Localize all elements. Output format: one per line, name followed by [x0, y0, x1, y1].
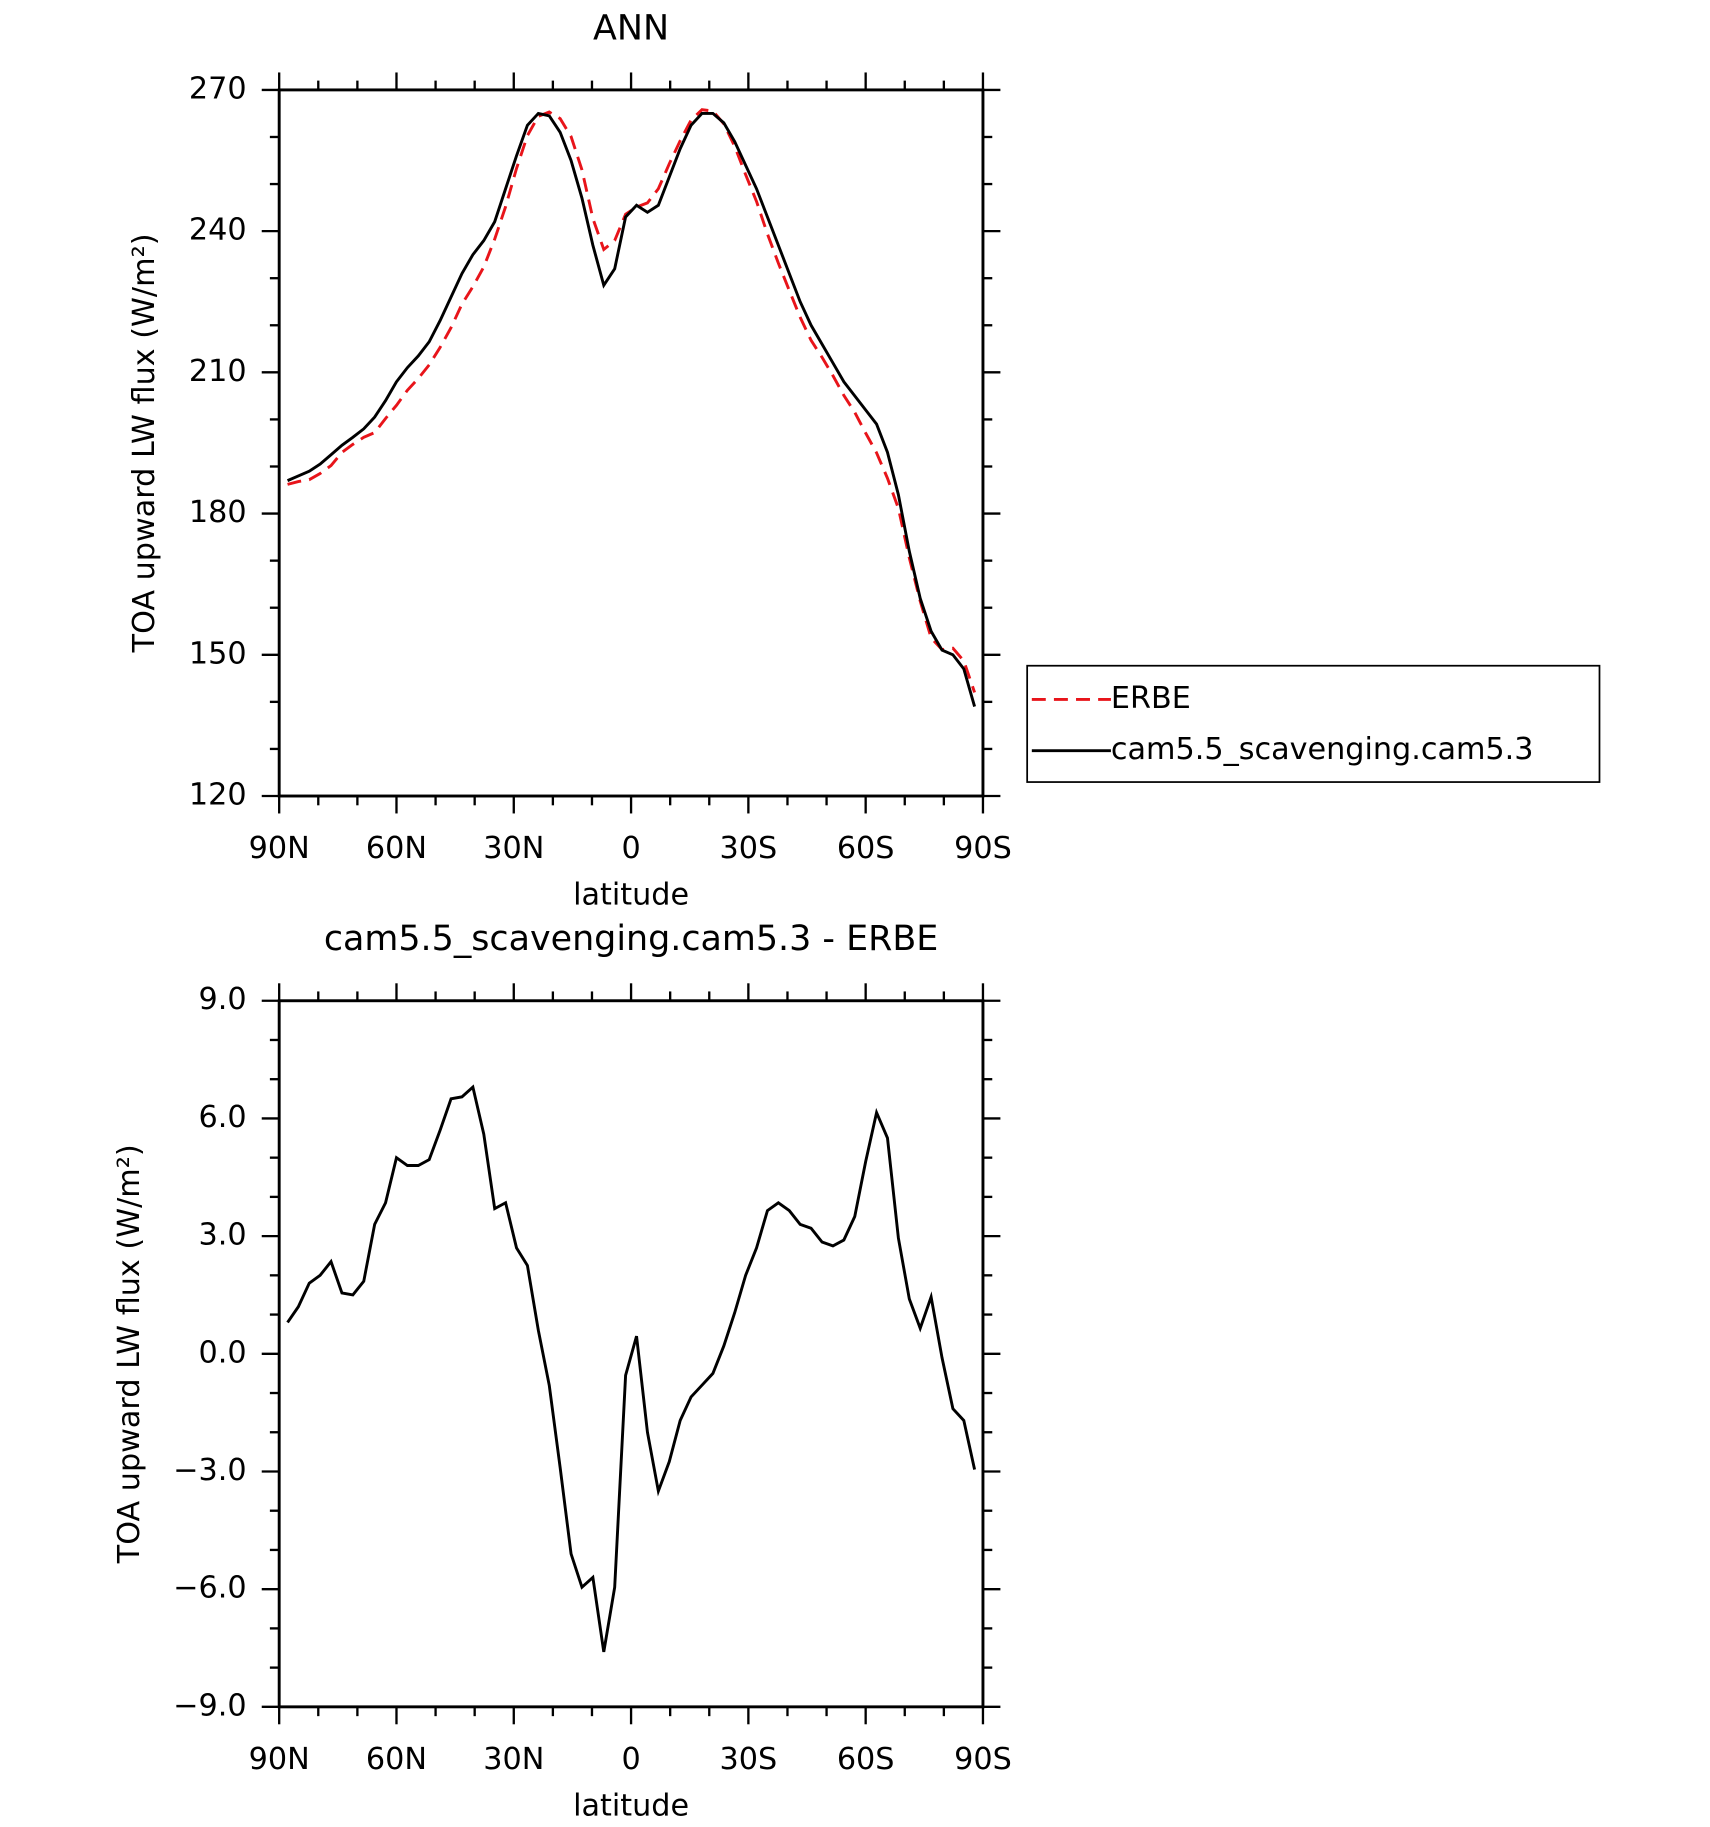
y-tick-label: 9.0: [199, 982, 247, 1017]
x-tick-label: 90S: [954, 1742, 1012, 1777]
legend-box: [1026, 664, 1601, 783]
x-tick-label: 60N: [366, 1742, 427, 1777]
x-tick-label: 30S: [720, 831, 778, 866]
y-axis-label: TOA upward LW flux (W/m²): [127, 234, 162, 654]
x-tick-label: 60S: [837, 831, 895, 866]
data-line: [286, 1084, 977, 1653]
x-tick-label: 30N: [483, 1742, 544, 1777]
legend-label: cam5.5_scavenging.cam5.3: [1111, 732, 1534, 767]
data-line: [286, 111, 976, 707]
x-tick-label: 90S: [954, 831, 1012, 866]
x-tick-label: 0: [621, 1742, 640, 1777]
y-tick-label: 6.0: [199, 1100, 247, 1135]
x-tick-label: 90N: [249, 831, 310, 866]
y-tick-label: 150: [189, 636, 247, 671]
x-tick-label: 0: [621, 831, 640, 866]
y-tick-label: 180: [189, 495, 247, 530]
y-tick-label: −3.0: [173, 1453, 246, 1488]
x-tick-label: 30N: [483, 831, 544, 866]
y-tick-label: 120: [189, 778, 247, 813]
y-axis-label: TOA upward LW flux (W/m²): [112, 1144, 147, 1564]
chart-title: ANN: [593, 8, 669, 48]
data-line: [287, 108, 976, 693]
legend-label: ERBE: [1111, 681, 1191, 716]
y-tick-label: −9.0: [173, 1688, 246, 1723]
x-tick-label: 60S: [837, 1742, 895, 1777]
plot-frame: [277, 88, 985, 798]
y-tick-label: −6.0: [173, 1571, 246, 1606]
y-tick-label: 270: [189, 71, 247, 106]
x-tick-label: 30S: [720, 1742, 778, 1777]
x-tick-label: 60N: [366, 831, 427, 866]
x-axis-label: latitude: [573, 1788, 689, 1823]
y-tick-label: 0.0: [199, 1335, 247, 1370]
x-tick-label: 90N: [249, 1742, 310, 1777]
x-axis-label: latitude: [573, 878, 689, 913]
y-tick-label: 3.0: [199, 1218, 247, 1253]
y-tick-label: 240: [189, 213, 247, 248]
y-tick-label: 210: [189, 354, 247, 389]
chart-title: cam5.5_scavenging.cam5.3 - ERBE: [324, 919, 938, 959]
